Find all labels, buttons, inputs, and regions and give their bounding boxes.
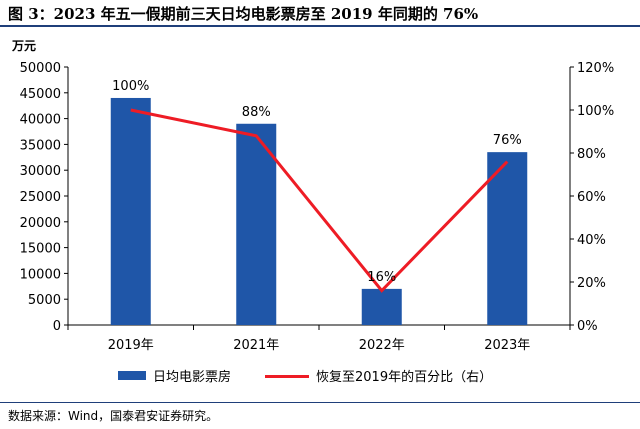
x-tick-label: 2019年	[108, 338, 154, 353]
chart-title: 图 3：2023 年五一假期前三天日均电影票房至 2019 年同期的 76%	[8, 5, 479, 23]
y-left-tick-label: 30000	[20, 164, 61, 179]
data-labels: 100% 88% 16% 76%	[112, 79, 522, 285]
bar	[110, 97, 151, 326]
y-left-tick-label: 20000	[20, 216, 61, 231]
data-label: 100%	[112, 79, 149, 94]
bar	[236, 123, 277, 325]
y-right-tick-label: 40%	[577, 233, 606, 248]
y-left-tick-label: 5000	[28, 293, 61, 308]
legend-bar-swatch	[118, 371, 146, 380]
x-tick-label: 2023年	[484, 338, 530, 353]
y-left-tick-label: 15000	[20, 242, 61, 257]
bar	[487, 152, 528, 325]
legend-line-swatch	[265, 375, 309, 378]
x-tick-label: 2022年	[359, 338, 405, 353]
y-left-tick-label: 50000	[20, 61, 61, 76]
x-tick-label: 2021年	[233, 338, 279, 353]
title-bar: 图 3：2023 年五一假期前三天日均电影票房至 2019 年同期的 76%	[0, 0, 640, 27]
line-series	[130, 108, 509, 293]
legend-line-label: 恢复至2019年的百分比（右）	[316, 370, 493, 385]
data-label: 16%	[367, 270, 396, 285]
y-axis-unit-label: 万元	[12, 39, 37, 53]
source-divider	[0, 402, 640, 403]
data-label: 88%	[242, 105, 271, 120]
y-left-tick-label: 40000	[20, 113, 61, 128]
y-left-tick-label: 45000	[20, 87, 61, 102]
y-left-tick-label: 10000	[20, 267, 61, 282]
y-left-tick-label: 35000	[20, 138, 61, 153]
y-right-tick-label: 80%	[577, 147, 606, 162]
legend-bar-label: 日均电影票房	[153, 370, 232, 385]
y-right-tick-label: 120%	[577, 61, 614, 76]
y-right-tick-label: 0%	[577, 319, 598, 334]
y-right-tick-label: 60%	[577, 190, 606, 205]
y-right-tick-label: 100%	[577, 104, 614, 119]
axes: 0 5000 10000 15000 20000 25000 30000 35000 40000…	[20, 61, 615, 353]
y-left-tick-label: 25000	[20, 190, 61, 205]
bar-series	[110, 97, 528, 326]
y-left-tick-label: 0	[53, 319, 61, 334]
percent-line	[130, 108, 509, 293]
bar	[361, 288, 402, 325]
data-label: 76%	[493, 133, 522, 148]
y-right-tick-label: 20%	[577, 276, 606, 291]
source-note: 数据来源：Wind，国泰君安证券研究。	[8, 409, 219, 423]
